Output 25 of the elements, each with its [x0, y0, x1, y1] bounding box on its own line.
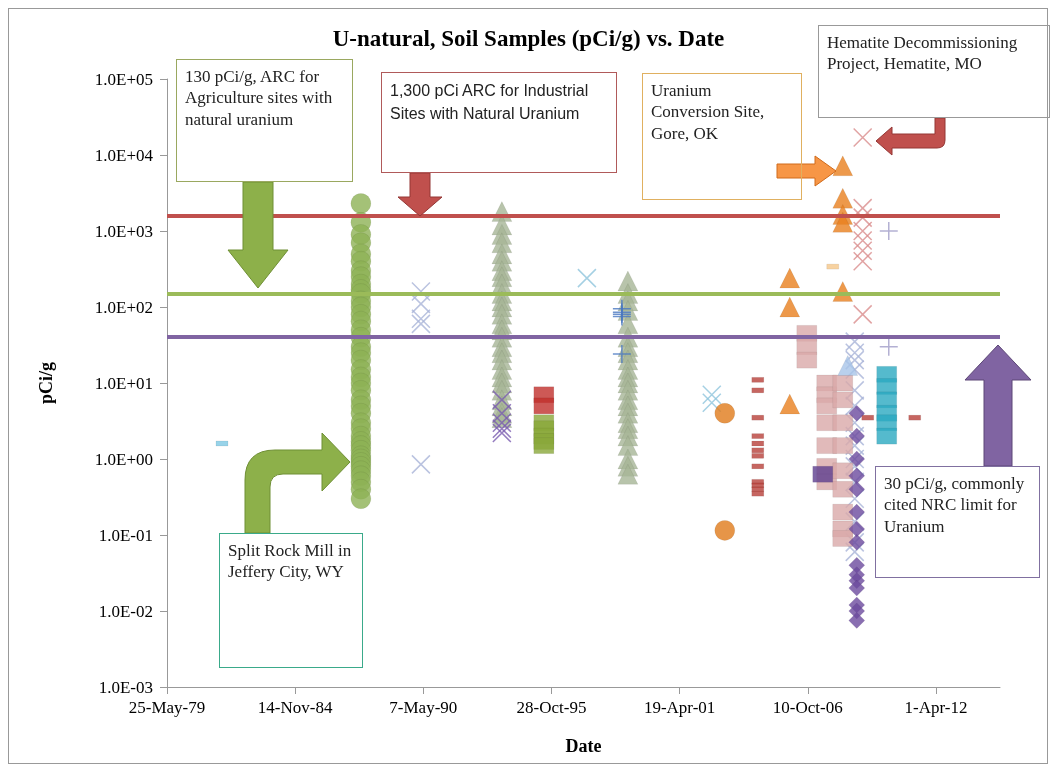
text: Hematite Decommissioning Project, Hematite, MO: [818, 25, 1050, 118]
annotation: 30 pCi/g, commonly cited NRC limit for Uranium: [875, 466, 1040, 578]
y-tick-label: 1.0E+02: [94, 297, 153, 317]
annotation: 1,300 pCi ARC for Industrial Sites with Natural Uranium: [381, 72, 617, 173]
y-axis-title: pCi/g: [36, 361, 56, 405]
y-tick-label: 1.0E+04: [94, 145, 154, 165]
y-tick-label: 1.0E-03: [98, 677, 153, 697]
x-tick-label: 7-May-90: [389, 698, 458, 717]
x-tick-label: 25-May-79: [128, 698, 206, 717]
x-axis-title: Date: [565, 736, 602, 756]
chart-title: U-natural, Soil Samples (pCi/g) vs. Date: [332, 26, 725, 51]
x-tick-label: 19-Apr-01: [643, 698, 716, 717]
y-tick-label: 1.0E+03: [94, 221, 153, 241]
y-tick-label: 1.0E+01: [94, 373, 153, 393]
annotation: Uranium Conversion Site, Gore, OK: [642, 73, 802, 200]
x-tick-label: 28-Oct-95: [516, 698, 587, 717]
x-tick-label: 14-Nov-84: [257, 698, 333, 717]
x-tick-label: 10-Oct-06: [772, 698, 843, 717]
annotation: Split Rock Mill in Jeffery City, WY: [219, 533, 363, 668]
annotation: 130 pCi/g, ARC for Agriculture sites with natural uranium: [176, 59, 353, 182]
y-tick-label: 1.0E-01: [98, 525, 153, 545]
y-tick-label: 1.0E-02: [98, 601, 153, 621]
y-tick-label: 1.0E+00: [94, 449, 153, 469]
y-tick-label: 1.0E+05: [94, 69, 153, 89]
x-tick-label: 1-Apr-12: [904, 698, 968, 717]
